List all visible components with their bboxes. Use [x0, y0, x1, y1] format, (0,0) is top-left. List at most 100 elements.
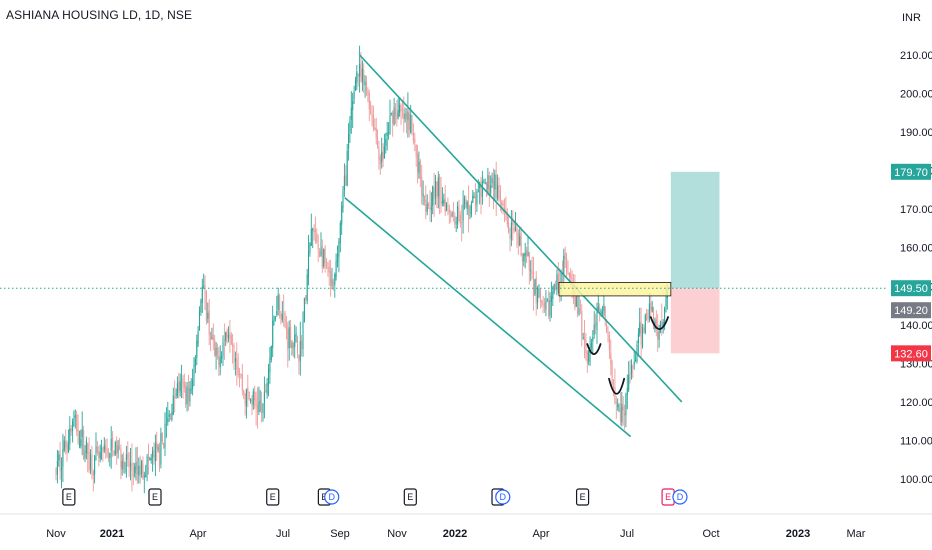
candle-body — [426, 203, 428, 212]
candle-body — [194, 358, 196, 367]
candle-body — [497, 184, 499, 199]
earnings-icon[interactable] — [266, 488, 280, 506]
candle-body — [113, 450, 115, 456]
candle-body — [499, 190, 501, 201]
earnings-icon[interactable] — [575, 488, 590, 506]
candle-body — [207, 312, 209, 319]
candle-body — [639, 322, 641, 334]
price-tick-label: 110.00 — [900, 435, 932, 447]
candle-body — [577, 294, 579, 314]
candle-body — [85, 440, 87, 453]
candle-body — [94, 455, 96, 475]
candle-body — [626, 388, 628, 395]
candle-body — [165, 423, 167, 425]
candle-body — [531, 272, 533, 274]
candle-body — [321, 246, 323, 268]
candle-body — [251, 398, 253, 406]
candle-body — [397, 110, 399, 118]
candle-body — [492, 178, 495, 190]
candle-body — [150, 457, 152, 461]
candle-body — [374, 127, 376, 131]
candle-body — [212, 335, 214, 341]
price-tick-label: 200.00 — [900, 89, 932, 101]
candle-body — [370, 108, 372, 110]
time-axis[interactable]: Nov 2021 Apr Jul Sep Nov 2022 Apr Jul Oct 2023 Mar — [0, 513, 932, 540]
candle-body — [513, 227, 515, 232]
candle-body — [178, 381, 180, 394]
candle-body — [265, 390, 267, 393]
price-tick-label: 130.00 — [900, 358, 932, 370]
candle-body — [519, 235, 521, 246]
candle-body — [331, 279, 333, 287]
candle-body — [514, 228, 517, 230]
dividend-icon[interactable] — [324, 489, 340, 505]
candle-body — [543, 303, 546, 308]
price-tick-label: 160.00 — [900, 243, 932, 255]
candle-body — [563, 255, 565, 275]
earnings-icon[interactable] — [403, 488, 417, 506]
pattern-arc — [608, 377, 626, 395]
candle-body — [350, 107, 352, 120]
candle-body — [233, 344, 235, 360]
candle-body — [187, 385, 190, 402]
earnings-icon[interactable] — [62, 488, 76, 506]
price-axis[interactable]: 210.00200.00190.00180.00170.00160.00150.… — [891, 50, 932, 486]
candle-body — [132, 473, 134, 477]
candle-body — [259, 400, 261, 403]
candle-body — [244, 394, 246, 404]
candle-body — [99, 451, 101, 459]
candle-body — [346, 150, 348, 187]
earnings-icon[interactable] — [148, 488, 162, 506]
candle-body — [288, 327, 290, 348]
candle-body — [545, 301, 547, 310]
candle-body — [532, 271, 535, 297]
candle-body — [495, 174, 497, 198]
candle-body — [430, 207, 432, 210]
candle-body — [479, 184, 481, 188]
candle-body — [455, 222, 457, 224]
dividend-icon-label: D — [328, 492, 335, 502]
candle-body — [376, 137, 379, 145]
candle-body — [655, 319, 657, 330]
candle-body — [379, 156, 381, 165]
candle-body — [583, 338, 586, 342]
candle-body — [443, 199, 445, 204]
channel-upper-line — [359, 54, 683, 403]
candle-body — [357, 73, 359, 77]
candle-body — [459, 214, 461, 224]
candle-body — [658, 331, 660, 340]
candle-body — [203, 286, 205, 288]
candle-body — [643, 327, 645, 333]
candle-body — [359, 64, 361, 77]
candle-body — [223, 339, 225, 341]
candle-body — [167, 418, 169, 423]
candle-body — [644, 315, 646, 333]
candle-body — [488, 175, 490, 196]
candle-body — [535, 277, 537, 304]
candle-body — [125, 454, 127, 461]
candle-body — [428, 204, 430, 206]
candle-body — [422, 193, 424, 197]
candle-body — [291, 342, 293, 349]
candle-body — [176, 383, 178, 396]
candle-body — [262, 403, 264, 414]
pattern-arc — [649, 316, 669, 331]
candle-body — [181, 379, 183, 381]
earnings-icon-label: E — [407, 492, 413, 502]
candle-body — [168, 414, 170, 417]
dividend-icon[interactable] — [672, 489, 688, 505]
dividend-icon[interactable] — [495, 489, 511, 505]
candle-body — [368, 93, 370, 110]
candle-body — [342, 190, 344, 209]
candle-body — [516, 227, 518, 235]
candle-body — [290, 327, 292, 349]
price-tick-label: 120.00 — [900, 397, 932, 409]
candle-body — [91, 454, 93, 472]
price-tick-label: 210.00 — [900, 50, 932, 62]
candle-body — [463, 198, 466, 205]
candle-body — [295, 333, 297, 336]
candle-body — [411, 115, 413, 132]
candle-body — [457, 206, 459, 225]
candle-body — [601, 311, 604, 314]
